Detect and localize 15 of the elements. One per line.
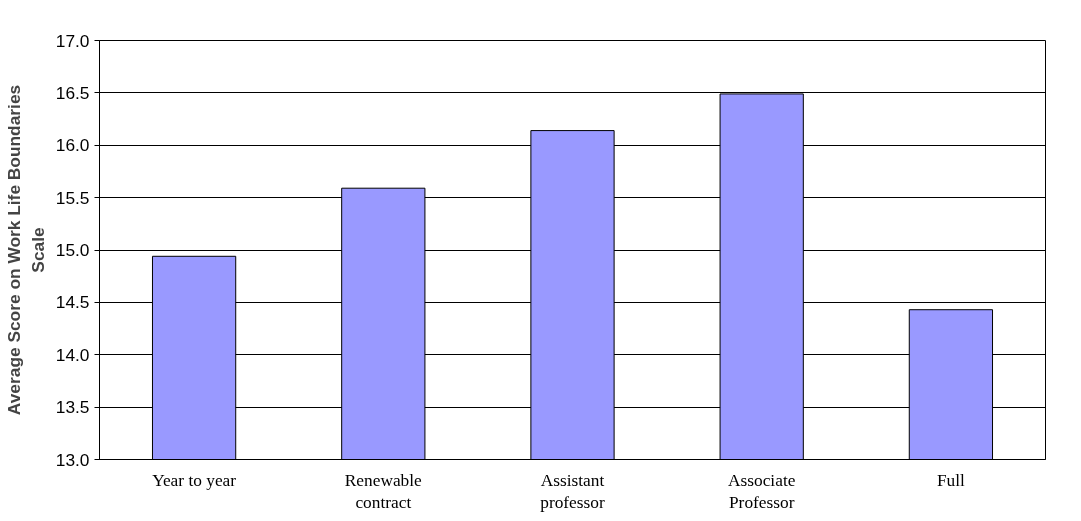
x-tick-label: Year to year (152, 470, 237, 490)
y-tick-label: 13.0 (55, 449, 90, 470)
y-tick-label: 14.5 (55, 292, 90, 313)
x-tick-label: Renewable contract (344, 470, 423, 513)
y-tick-label: 14.0 (55, 344, 90, 365)
y-tick-label: 17.0 (55, 30, 90, 51)
x-tick-label: Full (936, 470, 966, 490)
y-tick-label: 15.0 (55, 240, 90, 260)
x-tick-label: Associate Professor (728, 470, 796, 513)
x-tick-label: Assistant professor (540, 470, 605, 513)
y-tick-label: 16.0 (55, 135, 90, 156)
y-axis-title: Average Score on Work Life Boundaries Scale (3, 84, 48, 416)
y-tick-label: 16.5 (55, 82, 90, 103)
y-tick-label: 13.5 (55, 397, 90, 418)
y-tick-label: 15.5 (55, 187, 90, 208)
